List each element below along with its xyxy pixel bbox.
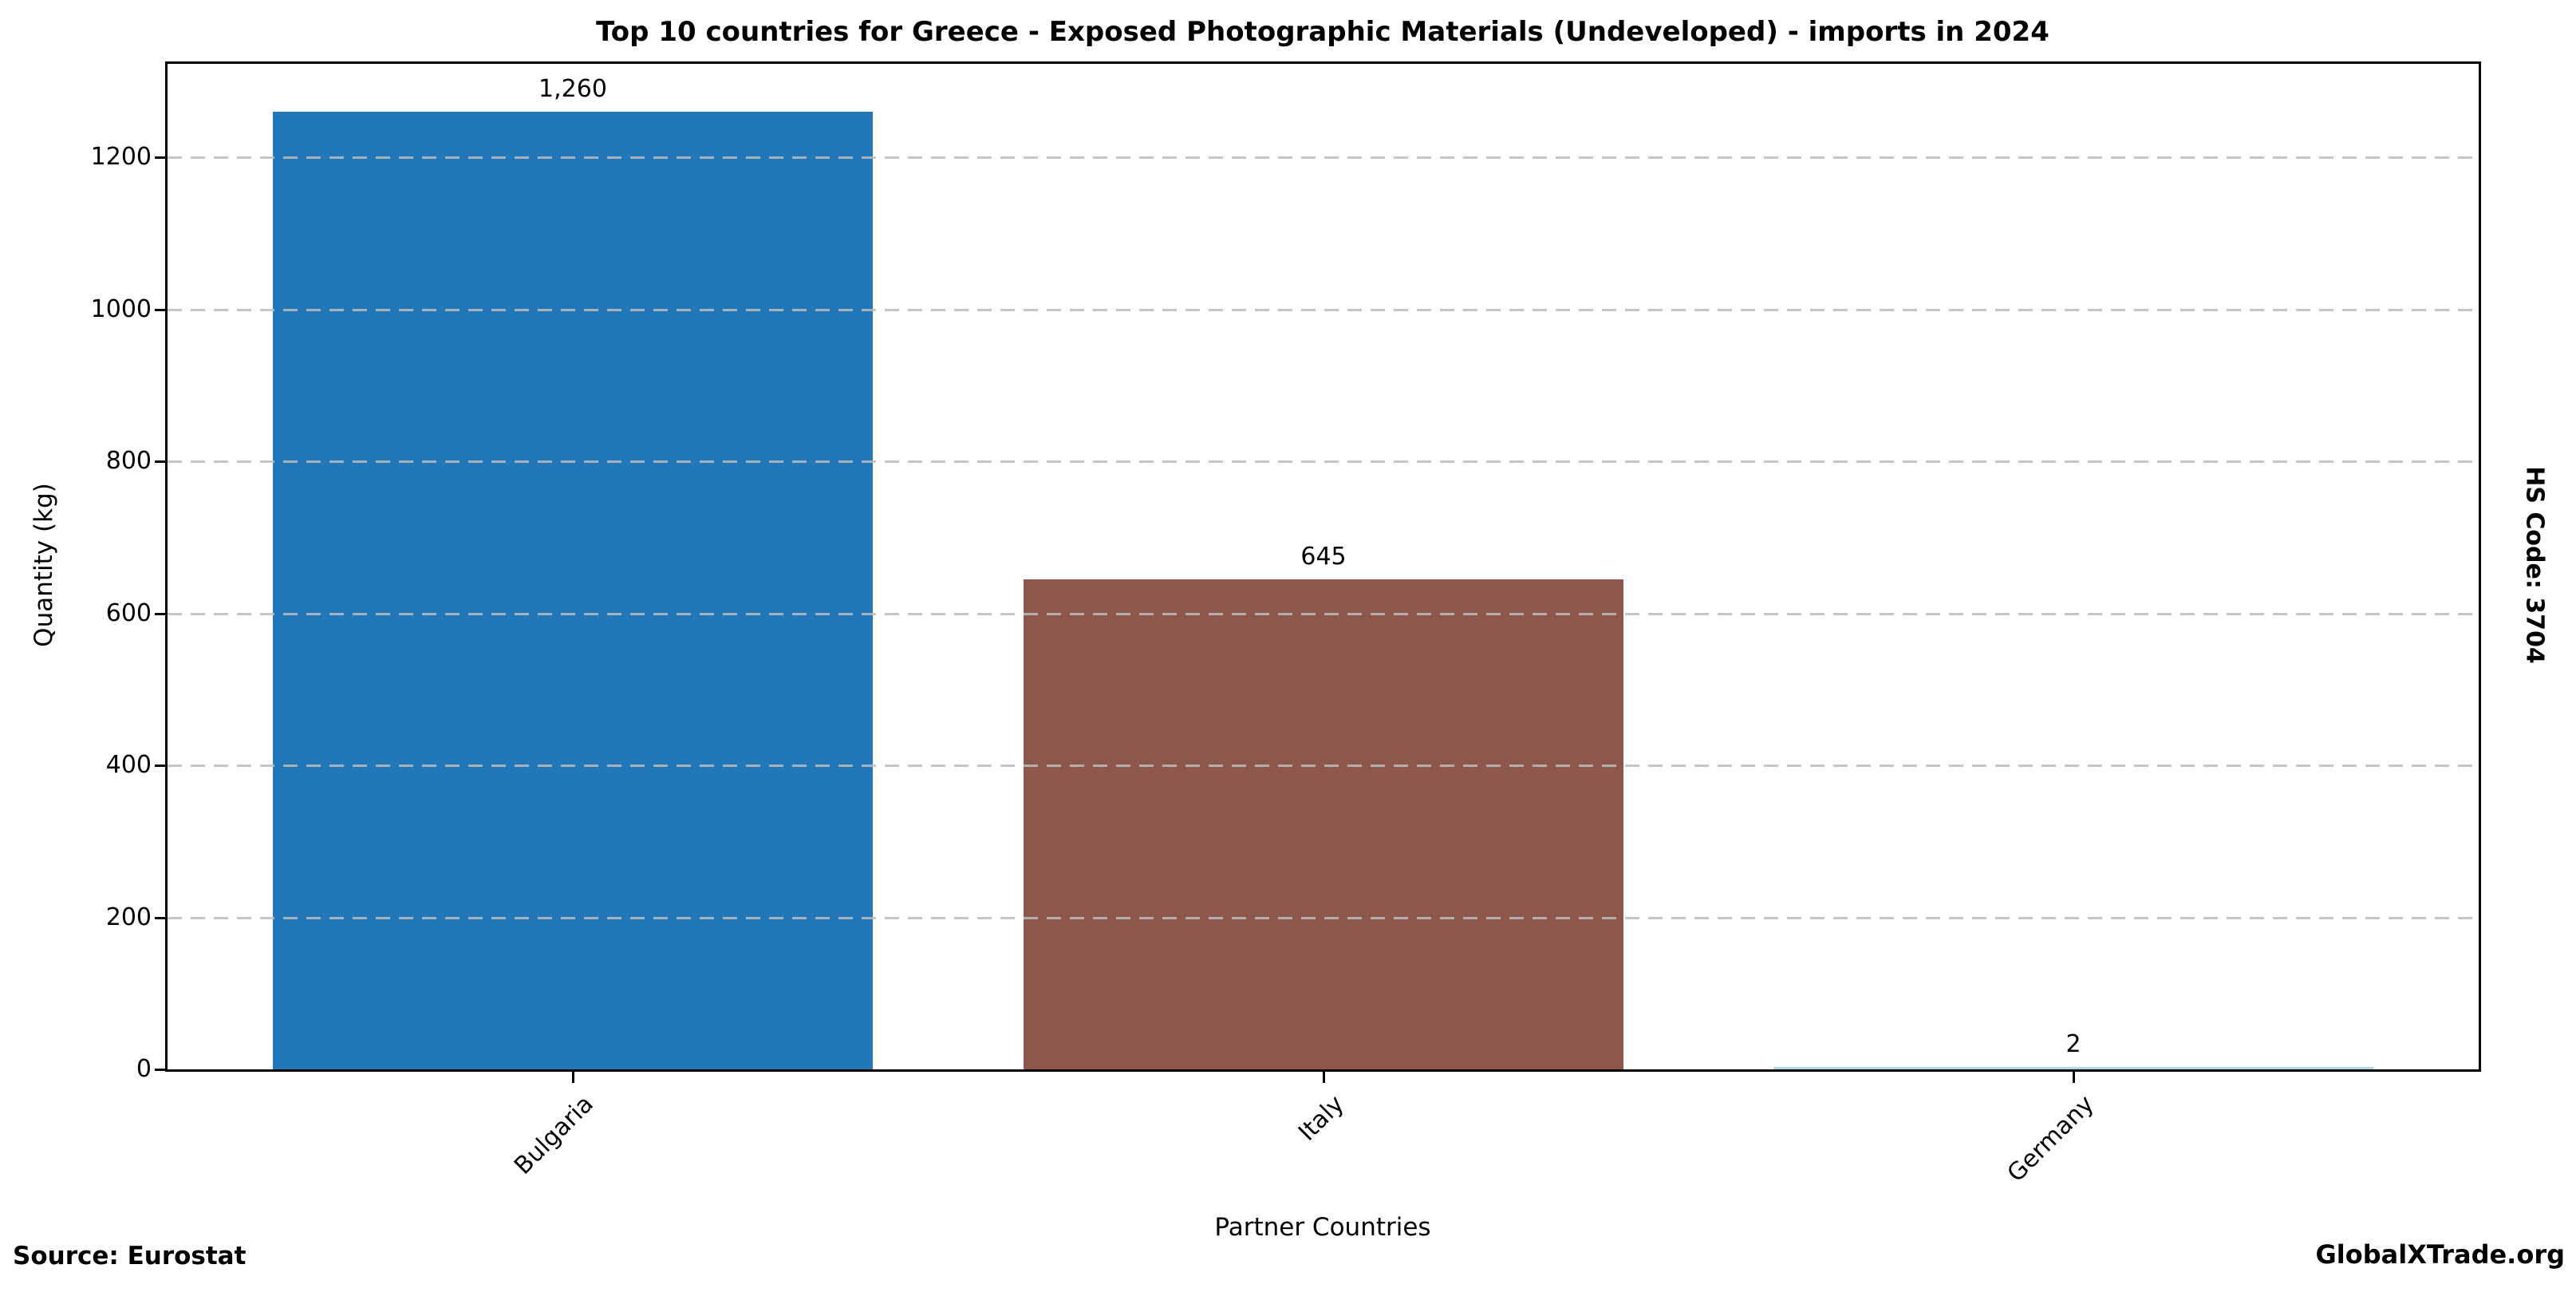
- y-tick-label: 400: [105, 751, 152, 779]
- x-tick-mark: [2073, 1072, 2075, 1083]
- y-axis-label: Quantity (kg): [30, 483, 58, 647]
- y-tick-label: 1000: [90, 295, 152, 323]
- chart-title: Top 10 countries for Greece - Exposed Ph…: [596, 16, 2049, 48]
- x-tick-mark: [572, 1072, 574, 1083]
- gridline-y-600: [168, 613, 2479, 615]
- gridline-y-1200: [168, 156, 2479, 159]
- bar-germany: [1773, 1067, 2373, 1069]
- gridline-y-200: [168, 917, 2479, 919]
- plot-area: [165, 61, 2481, 1072]
- gridline-y-800: [168, 460, 2479, 463]
- brand-label: GlobalXTrade.org: [2315, 1239, 2565, 1270]
- y-tick-mark: [155, 613, 166, 615]
- y-tick-mark: [155, 309, 166, 311]
- bar-value-label: 1,260: [538, 75, 607, 103]
- bar-italy: [1024, 579, 1623, 1069]
- x-tick-label-germany: Germany: [2002, 1090, 2100, 1188]
- plot-inner: [168, 64, 2479, 1069]
- y-tick-mark: [155, 460, 166, 463]
- y-tick-label: 200: [105, 903, 152, 931]
- y-tick-mark: [155, 765, 166, 767]
- y-tick-label: 800: [105, 447, 152, 475]
- y-tick-mark: [155, 917, 166, 919]
- x-tick-label-italy: Italy: [1292, 1090, 1350, 1147]
- x-axis-label: Partner Countries: [1214, 1213, 1431, 1242]
- bar-value-label: 2: [2065, 1030, 2081, 1058]
- hs-code-label: HS Code: 3704: [2520, 466, 2549, 664]
- y-tick-label: 1200: [90, 143, 152, 171]
- y-tick-mark: [155, 1069, 166, 1071]
- bar-bulgaria: [273, 112, 873, 1069]
- gridline-y-400: [168, 765, 2479, 767]
- gridline-y-1000: [168, 309, 2479, 311]
- y-tick-mark: [155, 156, 166, 159]
- x-tick-label-bulgaria: Bulgaria: [509, 1090, 599, 1180]
- source-label: Source: Eurostat: [13, 1242, 247, 1270]
- y-tick-label: 600: [105, 599, 152, 627]
- y-tick-label: 0: [136, 1055, 152, 1083]
- bar-value-label: 645: [1300, 543, 1347, 571]
- x-tick-mark: [1323, 1072, 1325, 1083]
